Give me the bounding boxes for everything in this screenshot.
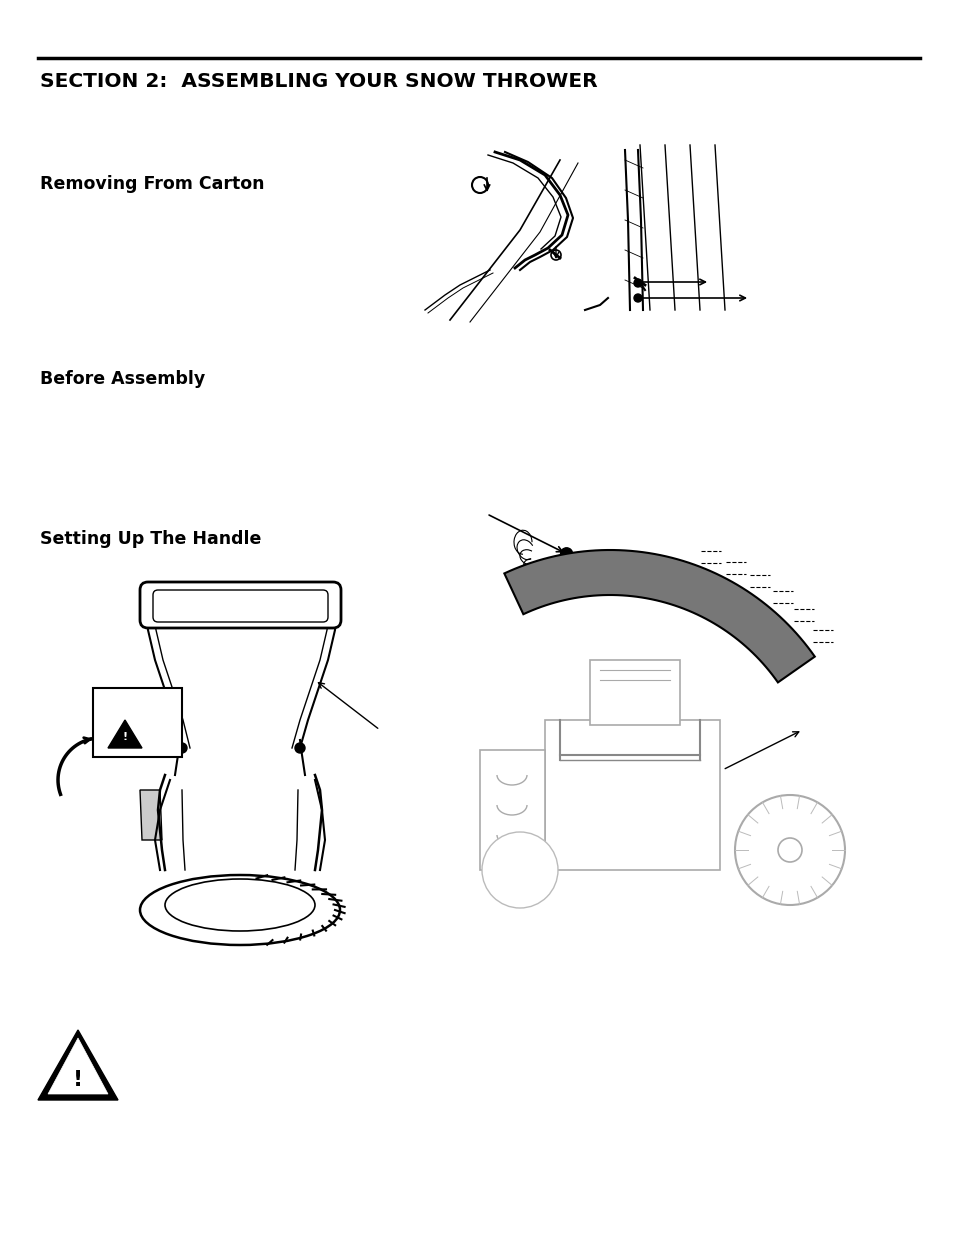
- Circle shape: [560, 548, 572, 559]
- Polygon shape: [140, 790, 162, 840]
- Text: Setting Up The Handle: Setting Up The Handle: [40, 530, 261, 548]
- Circle shape: [481, 832, 558, 908]
- Text: SECTION 2:  ASSEMBLING YOUR SNOW THROWER: SECTION 2: ASSEMBLING YOUR SNOW THROWER: [40, 72, 597, 91]
- Circle shape: [294, 743, 305, 753]
- Circle shape: [778, 839, 801, 862]
- Polygon shape: [48, 1037, 108, 1094]
- Polygon shape: [589, 659, 679, 725]
- Polygon shape: [504, 550, 814, 683]
- Polygon shape: [38, 1030, 118, 1100]
- Text: Removing From Carton: Removing From Carton: [40, 175, 264, 193]
- Circle shape: [734, 795, 844, 905]
- Text: Before Assembly: Before Assembly: [40, 370, 205, 388]
- Polygon shape: [479, 750, 544, 869]
- FancyBboxPatch shape: [152, 590, 328, 622]
- Polygon shape: [108, 720, 142, 748]
- Ellipse shape: [165, 879, 314, 931]
- Circle shape: [177, 743, 187, 753]
- Text: !: !: [72, 1070, 83, 1091]
- FancyBboxPatch shape: [92, 688, 182, 757]
- FancyBboxPatch shape: [140, 582, 340, 629]
- Text: !: !: [122, 732, 128, 742]
- Polygon shape: [544, 720, 720, 869]
- Ellipse shape: [140, 876, 339, 945]
- Circle shape: [634, 279, 641, 287]
- Circle shape: [634, 294, 641, 303]
